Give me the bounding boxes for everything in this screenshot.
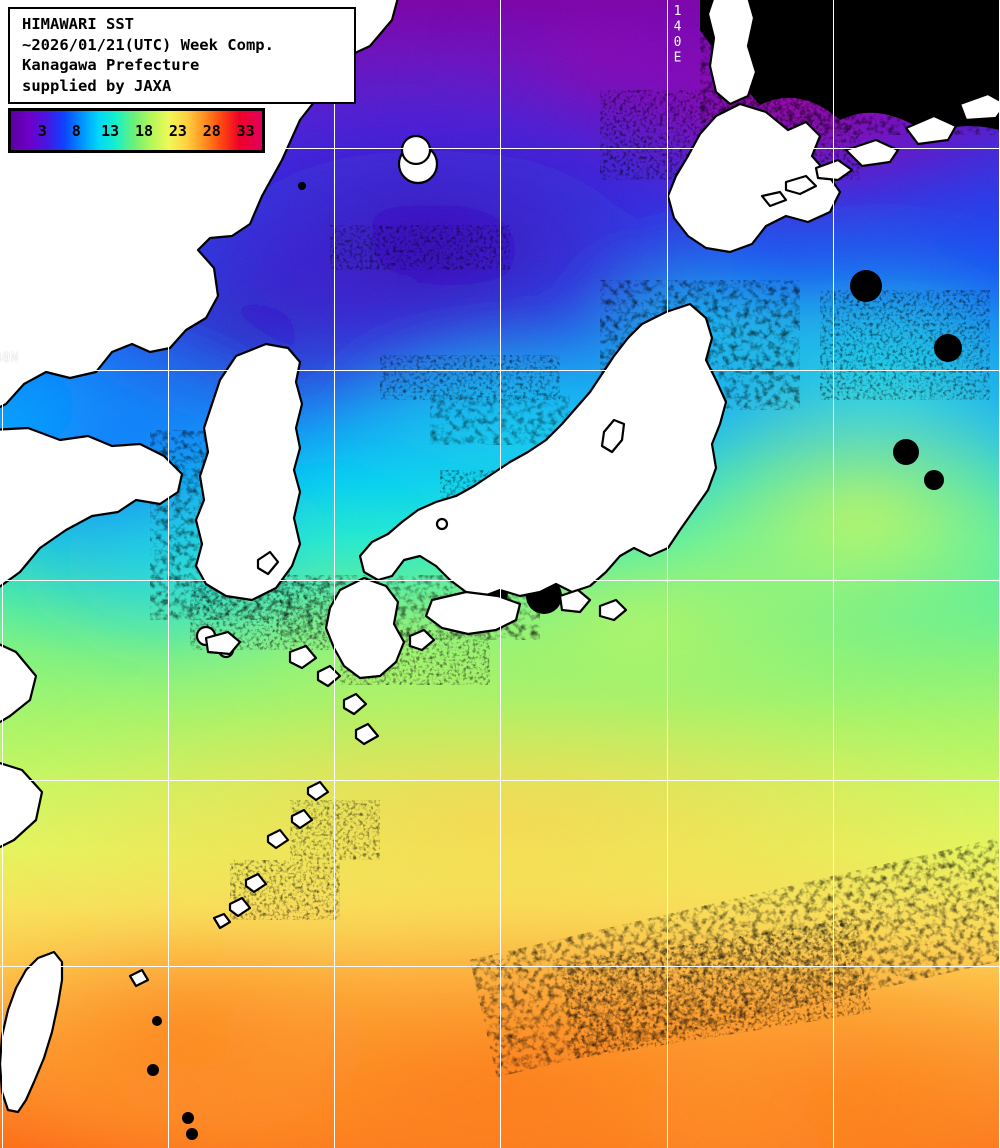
colorbar-tick-3: 3 — [37, 121, 47, 140]
colorbar-tick-labels: 3 8 13 18 23 28 33 — [11, 111, 262, 150]
title-line-supplier: supplied by JAXA — [22, 76, 172, 95]
land-korea-peninsula — [194, 342, 304, 602]
land-hokkaido — [666, 102, 842, 254]
land-tsushima — [256, 550, 280, 576]
sst-colorbar: 3 8 13 18 23 28 33 — [8, 108, 265, 153]
gridline-lon-140e-a — [500, 0, 501, 1148]
land-noto-peninsula — [600, 418, 626, 454]
colorbar-gradient — [11, 111, 262, 150]
land-jeju-island — [204, 630, 242, 656]
land-taiwan — [0, 950, 64, 1114]
title-line-region: Kanagawa Prefecture — [22, 56, 200, 74]
title-line-date: ~2026/01/21(UTC) Week Comp. — [22, 35, 274, 54]
colorbar-tick-23: 23 — [168, 121, 187, 140]
land-shikoku — [424, 590, 522, 636]
land-sakhalin — [706, 0, 758, 106]
title-line-product: HIMAWARI SST — [22, 15, 134, 33]
gridline-lon-135e — [334, 0, 335, 1148]
gridline-lon-125e — [2, 0, 3, 1148]
land-kyushu — [324, 576, 406, 680]
title-box: HIMAWARI SST ~2026/01/21(UTC) Week Comp.… — [8, 7, 356, 104]
land-kuril-islands — [760, 92, 1000, 208]
land-ryukyu-islands — [128, 780, 330, 988]
land-china-bohai — [0, 426, 184, 588]
gridline-lon-140e — [667, 0, 668, 1148]
gridline-lon-145e — [833, 0, 834, 1148]
gridline-lon-130e — [168, 0, 169, 1148]
colorbar-tick-8: 8 — [71, 121, 81, 140]
colorbar-tick-13: 13 — [101, 121, 120, 140]
colorbar-tick-18: 18 — [134, 121, 154, 140]
colorbar-tick-28: 28 — [202, 121, 221, 140]
land-china-southeast — [0, 643, 44, 849]
colorbar-tick-33: 33 — [236, 121, 255, 140]
